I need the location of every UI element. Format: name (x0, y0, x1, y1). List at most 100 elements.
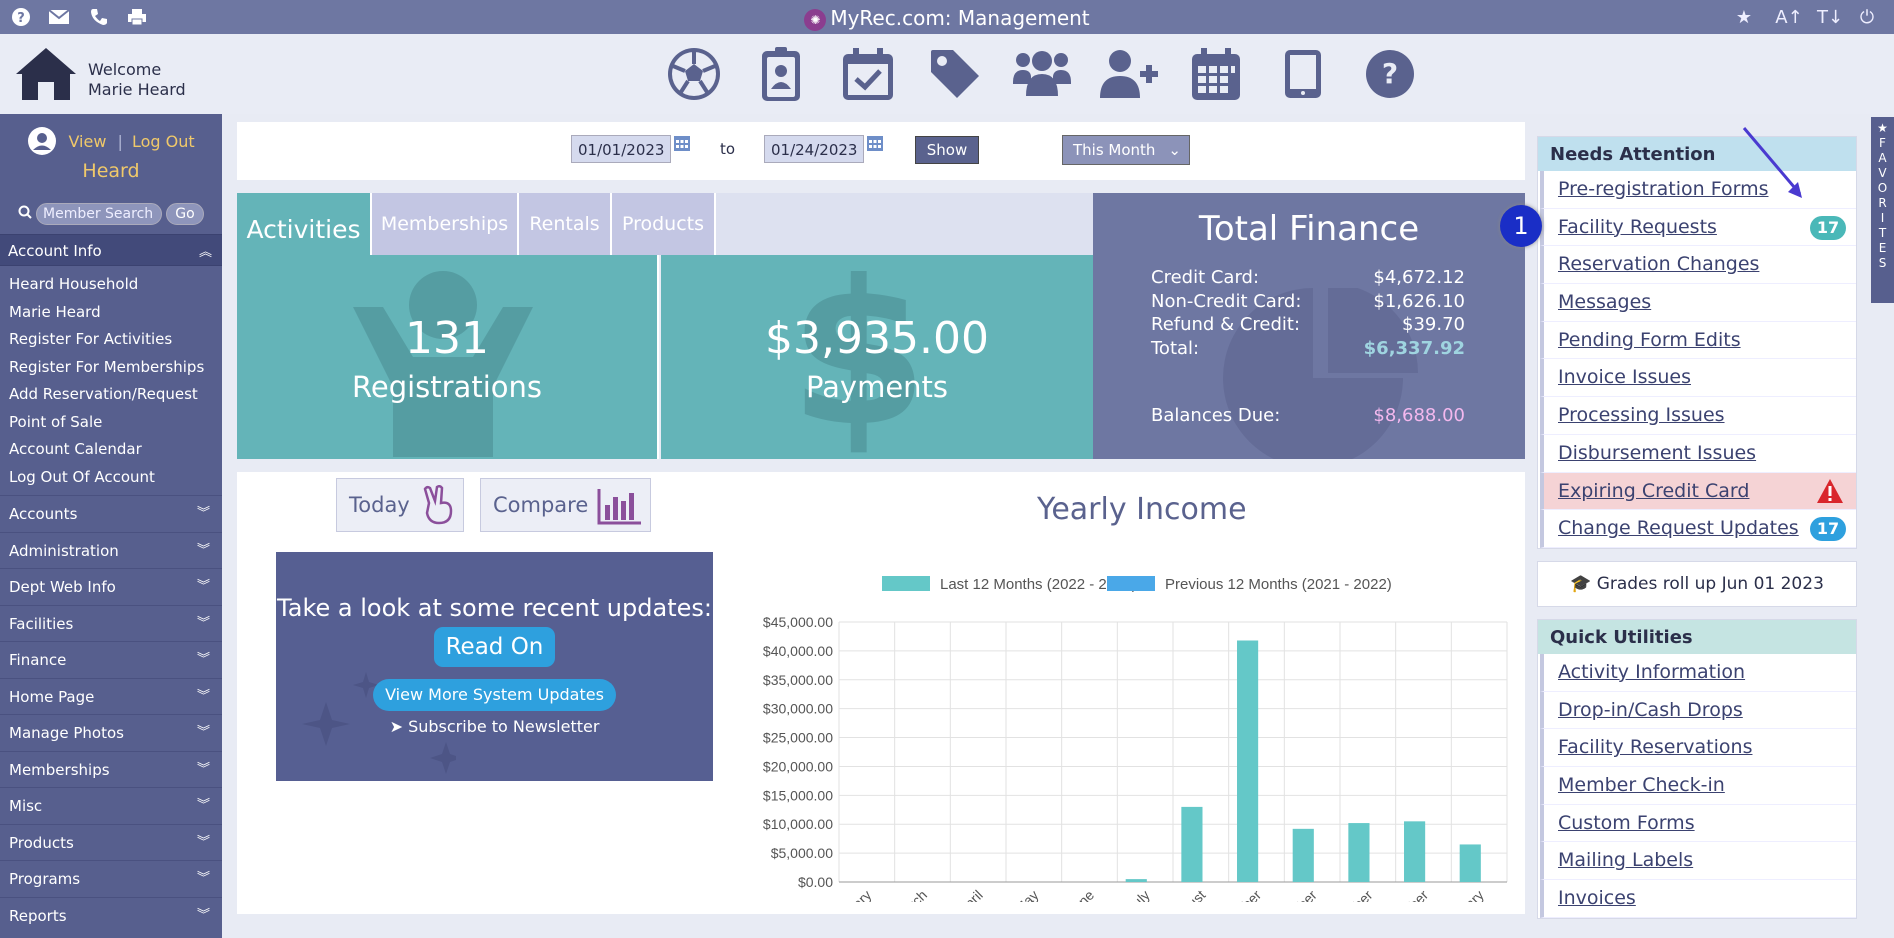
sidebar-item-products[interactable]: Products ︾ (0, 823, 222, 861)
font-decrease-icon[interactable]: T↓ (1816, 6, 1844, 28)
star-icon[interactable]: ★ (1735, 6, 1753, 28)
tab-rentals[interactable]: Rentals (519, 193, 612, 255)
sidebar-item-programs[interactable]: Programs ︾ (0, 860, 222, 897)
account-item-point-of-sale[interactable]: Point of Sale (9, 412, 103, 431)
logout-link[interactable]: Log Out (131, 131, 195, 151)
attention-item-invoice-issues[interactable]: Invoice Issues (1540, 359, 1856, 398)
tag-icon[interactable] (911, 42, 998, 106)
users-icon[interactable] (998, 42, 1085, 106)
end-date-input[interactable]: 01/24/2023 (764, 135, 864, 163)
sidebar-item-memberships[interactable]: Memberships ︾ (0, 750, 222, 788)
account-item-log-out-of-account[interactable]: Log Out Of Account (9, 467, 155, 486)
sidebar-item-finance[interactable]: Finance ︾ (0, 641, 222, 678)
account-item-marie-heard[interactable]: Marie Heard (9, 302, 101, 321)
mail-icon[interactable] (48, 7, 70, 27)
home-icon[interactable] (14, 46, 78, 106)
utility-item-facility-reservations[interactable]: Facility Reservations (1540, 729, 1856, 767)
phone-icon[interactable] (88, 7, 110, 27)
utility-item-activity-information[interactable]: Activity Information (1540, 653, 1856, 692)
chevron-down-icon: ︾ (196, 725, 210, 740)
calendar-picker-icon[interactable] (866, 134, 884, 152)
favorites-letter: V (1878, 166, 1887, 180)
sidebar-item-accounts[interactable]: Accounts ︾ (0, 495, 222, 532)
subscribe-newsletter-link[interactable]: ➤ Subscribe to Newsletter (276, 717, 713, 736)
utility-item-label: Invoices (1558, 887, 1636, 909)
utility-item-drop-in-cash-drops[interactable]: Drop-in/Cash Drops (1540, 691, 1856, 730)
tab-activities[interactable]: Activities (237, 193, 372, 255)
calendar-check-icon[interactable] (824, 42, 911, 106)
promo-text: Take a look at some recent updates: (277, 594, 712, 622)
attention-item-facility-requests[interactable]: Facility Requests 17 (1540, 208, 1856, 247)
view-more-updates-button[interactable]: View More System Updates (373, 679, 616, 711)
attention-item-label: Pre-registration Forms (1558, 178, 1769, 200)
tab-memberships[interactable]: Memberships (372, 193, 519, 255)
sidebar-item-label: Misc (9, 797, 43, 815)
sidebar-item-label: Memberships (9, 760, 110, 779)
attention-item-processing-issues[interactable]: Processing Issues (1540, 397, 1856, 435)
compare-label: Compare (493, 493, 589, 517)
read-on-button[interactable]: Read On (433, 627, 556, 667)
sidebar-item-misc[interactable]: Misc ︾ (0, 787, 222, 824)
user-avatar-icon (27, 126, 57, 156)
myrec-logo-icon: ✺ (804, 8, 827, 31)
help-icon[interactable]: ? (10, 7, 32, 27)
account-item-heard-household[interactable]: Heard Household (9, 275, 139, 293)
attention-item-label: Invoice Issues (1558, 366, 1691, 389)
today-button[interactable]: Today (336, 478, 464, 532)
attention-item-messages[interactable]: Messages (1540, 284, 1856, 322)
sidebar-item-facilities[interactable]: Facilities ︾ (0, 604, 222, 642)
utility-item-custom-forms[interactable]: Custom Forms (1540, 804, 1856, 843)
id-badge-icon[interactable] (737, 42, 824, 106)
member-search-input[interactable]: Member Search (36, 203, 162, 225)
needs-attention-title: Needs Attention (1538, 137, 1856, 171)
utility-item-member-check-in[interactable]: Member Check-in (1540, 766, 1856, 805)
legend-swatch (1107, 576, 1155, 591)
utility-item-invoices[interactable]: Invoices (1540, 880, 1856, 918)
x-tick-label: January (1440, 887, 1487, 902)
compare-button[interactable]: Compare (480, 478, 651, 532)
favorites-tab[interactable]: ★ F A V O R I T E S (1871, 117, 1894, 303)
account-item-register-for-memberships[interactable]: Register For Memberships (9, 357, 205, 376)
question-circle-icon[interactable]: ? (1346, 42, 1433, 106)
show-button[interactable]: Show (915, 136, 979, 164)
right-panel: Needs Attention Pre-registration Forms Fa… (1537, 136, 1857, 919)
print-icon[interactable] (126, 7, 148, 27)
utility-item-mailing-labels[interactable]: Mailing Labels (1540, 842, 1856, 880)
sidebar-item-reports[interactable]: Reports ︾ (0, 896, 222, 934)
calendar-icon[interactable] (1172, 42, 1259, 106)
updates-promo: Take a look at some recent updates: Read… (276, 552, 713, 781)
main-nav: ? (650, 42, 1433, 106)
user-plus-icon[interactable] (1085, 42, 1172, 106)
attention-item-disbursement-issues[interactable]: Disbursement Issues (1540, 434, 1856, 473)
attention-item-reservation-changes[interactable]: Reservation Changes (1540, 246, 1856, 285)
calendar-picker-icon[interactable] (673, 134, 691, 152)
chevron-down-icon: ︾ (196, 907, 210, 923)
attention-item-pre-registration-forms[interactable]: Pre-registration Forms (1540, 171, 1856, 209)
sidebar-item-administration[interactable]: Administration ︾ (0, 531, 222, 569)
attention-item-expiring-credit-card[interactable]: Expiring Credit Card (1540, 472, 1856, 511)
soccer-ball-icon[interactable] (650, 42, 737, 106)
balances-due-value: $8,688.00 (1373, 405, 1465, 426)
tablet-icon[interactable] (1259, 42, 1346, 106)
favorites-letter: O (1877, 181, 1888, 195)
account-info-header[interactable]: Account Info ︽ (0, 234, 222, 266)
font-increase-icon[interactable]: A↑ (1775, 6, 1803, 28)
bar-chart-icon (597, 487, 643, 530)
power-icon[interactable]: ⏻ (1859, 6, 1875, 28)
app-title: ✺ MyRec.com: Management (0, 6, 1894, 31)
range-select[interactable]: This Month ⌄ (1062, 135, 1190, 165)
stars-decoration-icon (302, 672, 456, 774)
view-account-link[interactable]: View (68, 131, 107, 151)
account-item-account-calendar[interactable]: Account Calendar (9, 440, 142, 458)
tab-products[interactable]: Products (612, 193, 716, 255)
attention-item-change-request-updates[interactable]: Change Request Updates 17 (1540, 510, 1856, 548)
start-date-input[interactable]: 01/01/2023 (571, 135, 671, 163)
go-button[interactable]: Go (166, 203, 204, 225)
sidebar-item-manage-photos[interactable]: Manage Photos ︾ (0, 714, 222, 751)
quick-utilities-list: Activity Information Drop-in/Cash Drops Fa… (1538, 653, 1856, 918)
sidebar-item-dept-web-info[interactable]: Dept Web Info ︾ (0, 568, 222, 605)
sidebar-item-home-page[interactable]: Home Page ︾ (0, 677, 222, 715)
account-item-register-for-activities[interactable]: Register For Activities (9, 330, 173, 348)
account-item-add-reservation-request[interactable]: Add Reservation/Request (9, 385, 198, 403)
attention-item-pending-form-edits[interactable]: Pending Form Edits (1540, 321, 1856, 360)
